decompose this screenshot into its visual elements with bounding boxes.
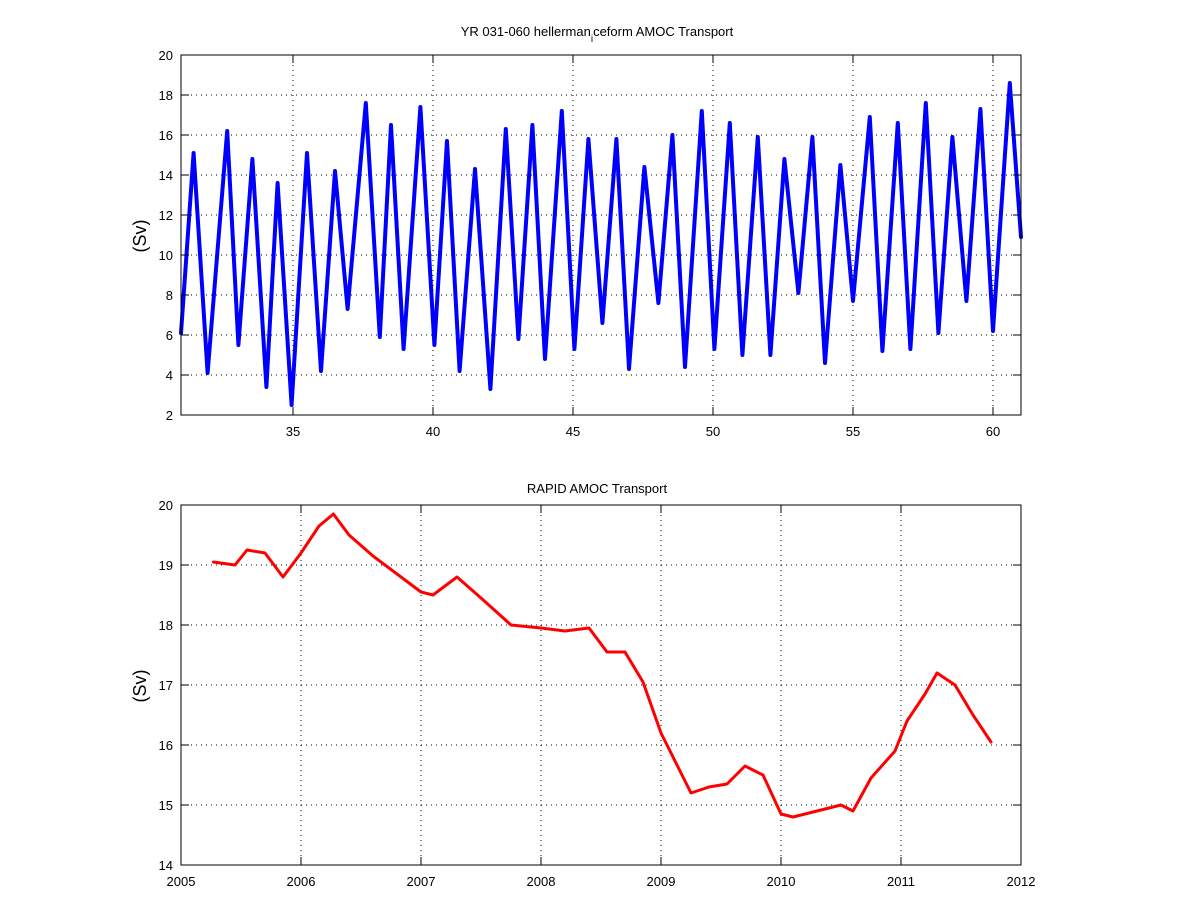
chart-bottom: RAPID AMOC Transport (Sv) 2005 2006 2007 20… bbox=[130, 481, 1035, 889]
y-tick-label: 4 bbox=[166, 368, 173, 383]
y-tick-label: 12 bbox=[159, 208, 173, 223]
y-tick-label: 20 bbox=[159, 498, 173, 513]
chart-title: RAPID AMOC Transport bbox=[527, 481, 668, 496]
x-tick-label: 45 bbox=[566, 424, 580, 439]
x-tick-label: 40 bbox=[426, 424, 440, 439]
y-tick-label: 8 bbox=[166, 288, 173, 303]
y-tick-label: 18 bbox=[159, 618, 173, 633]
y-tick-label: 16 bbox=[159, 738, 173, 753]
x-tick-label: 55 bbox=[846, 424, 860, 439]
y-axis-label: (Sv) bbox=[130, 220, 150, 253]
title-subscript: i bbox=[591, 34, 593, 45]
title-main: YR 031-060 hellerman bbox=[461, 24, 591, 39]
y-tick-label: 18 bbox=[159, 88, 173, 103]
x-tick-label: 2010 bbox=[767, 874, 796, 889]
y-tick-label: 10 bbox=[159, 248, 173, 263]
chart-top: YR 031-060 hellermaniceform AMOC Transpo… bbox=[130, 24, 1023, 439]
y-tick-label: 15 bbox=[159, 798, 173, 813]
y-tick-label: 20 bbox=[159, 48, 173, 63]
x-tick-label: 60 bbox=[986, 424, 1000, 439]
x-tick-label: 2012 bbox=[1007, 874, 1036, 889]
y-tick-label: 14 bbox=[159, 858, 173, 873]
y-tick-label: 16 bbox=[159, 128, 173, 143]
x-tick-label: 2006 bbox=[287, 874, 316, 889]
x-tick-label: 2007 bbox=[407, 874, 436, 889]
y-tick-label: 17 bbox=[159, 678, 173, 693]
x-tick-label: 2009 bbox=[647, 874, 676, 889]
y-tick-label: 19 bbox=[159, 558, 173, 573]
x-tick-label: 50 bbox=[706, 424, 720, 439]
x-tick-label: 35 bbox=[286, 424, 300, 439]
y-axis-label: (Sv) bbox=[130, 670, 150, 703]
y-tick-label: 14 bbox=[159, 168, 173, 183]
series-line bbox=[211, 512, 993, 819]
plot-area bbox=[180, 54, 1022, 416]
y-tick-label: 6 bbox=[166, 328, 173, 343]
x-tick-label: 2005 bbox=[167, 874, 196, 889]
x-tick-label: 2011 bbox=[887, 874, 915, 889]
series-line bbox=[179, 81, 1023, 407]
x-tick-label: 2008 bbox=[527, 874, 556, 889]
chart-title: YR 031-060 hellermaniceform AMOC Transpo… bbox=[461, 24, 734, 45]
y-tick-label: 2 bbox=[166, 408, 173, 423]
title-rest: ceform AMOC Transport bbox=[593, 24, 734, 39]
